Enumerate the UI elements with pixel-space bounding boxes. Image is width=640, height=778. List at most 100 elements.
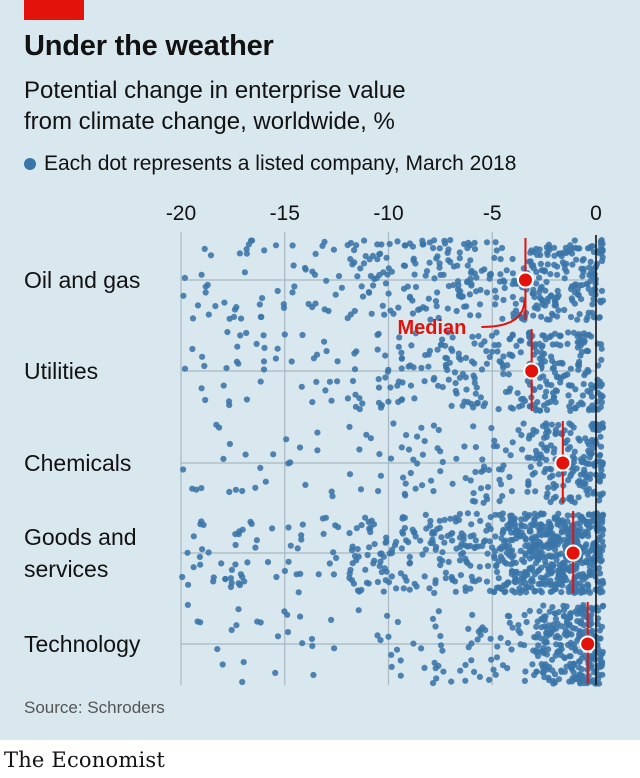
company-dot <box>194 302 202 309</box>
company-dot <box>550 449 557 456</box>
company-dot <box>483 289 491 296</box>
company-dot <box>253 340 260 347</box>
company-dot <box>429 539 436 547</box>
company-dot <box>509 405 516 412</box>
company-dot <box>410 456 417 463</box>
company-dot <box>475 312 482 319</box>
company-dot <box>518 396 525 403</box>
company-dot <box>309 399 316 406</box>
company-dot <box>272 669 279 676</box>
company-dot <box>436 245 443 252</box>
company-dot <box>546 316 553 323</box>
company-dot <box>422 352 429 359</box>
company-dot <box>406 559 414 566</box>
company-dot <box>390 310 397 317</box>
company-dot <box>497 256 504 263</box>
median-marker <box>579 635 597 653</box>
company-dot <box>483 578 491 585</box>
company-dot <box>600 543 607 550</box>
company-dot <box>302 266 309 273</box>
company-dot <box>421 664 428 671</box>
company-dot <box>383 254 390 261</box>
company-dot <box>452 387 459 395</box>
company-dot <box>549 667 556 674</box>
company-dot <box>576 658 583 665</box>
company-dot <box>456 510 463 518</box>
company-dot <box>435 382 442 389</box>
dot-layer <box>179 237 607 687</box>
company-dot <box>547 271 554 278</box>
company-dot <box>444 249 451 256</box>
company-dot <box>295 589 302 596</box>
company-dot <box>374 632 381 639</box>
company-dot <box>518 516 525 523</box>
company-dot <box>439 549 446 556</box>
company-dot <box>353 525 360 532</box>
company-dot <box>544 261 551 268</box>
company-dot <box>597 451 604 459</box>
company-dot <box>334 378 341 385</box>
company-dot <box>297 570 304 577</box>
company-dot <box>296 444 304 451</box>
company-dot <box>492 671 499 678</box>
company-dot <box>582 543 589 550</box>
company-dot <box>574 344 582 351</box>
company-dot <box>582 370 589 377</box>
company-dot <box>420 240 427 247</box>
company-dot <box>532 488 539 495</box>
company-dot <box>549 472 556 479</box>
company-dot <box>571 455 578 462</box>
company-dot <box>540 602 547 609</box>
company-dot <box>520 420 527 427</box>
company-dot <box>499 493 506 500</box>
company-dot <box>468 358 476 365</box>
company-dot <box>600 580 607 587</box>
company-dot <box>469 333 476 340</box>
company-dot <box>469 611 476 618</box>
company-dot <box>597 250 604 257</box>
company-dot <box>243 396 250 403</box>
company-dot <box>281 567 288 575</box>
company-dot <box>542 287 549 294</box>
company-dot <box>504 639 512 647</box>
company-dot <box>346 471 354 478</box>
company-dot <box>596 570 604 577</box>
company-dot <box>552 431 559 438</box>
company-dot <box>576 311 583 318</box>
company-dot <box>600 602 607 609</box>
company-dot <box>562 627 569 634</box>
company-dot <box>479 456 486 463</box>
company-dot <box>456 374 463 381</box>
company-dot <box>596 297 604 304</box>
company-dot <box>585 672 592 679</box>
company-dot <box>385 290 392 297</box>
company-dot <box>256 301 263 308</box>
company-dot <box>180 292 187 299</box>
company-dot <box>323 277 330 284</box>
company-dot <box>419 551 426 558</box>
company-dot <box>190 533 197 540</box>
x-tick-label: -20 <box>166 202 196 225</box>
company-dot <box>463 386 470 393</box>
company-dot <box>269 525 276 532</box>
company-dot <box>563 260 570 267</box>
company-dot <box>412 330 419 337</box>
company-dot <box>371 557 378 564</box>
company-dot <box>509 624 516 631</box>
company-dot <box>567 525 574 532</box>
company-dot <box>557 642 564 649</box>
company-dot <box>584 529 591 537</box>
company-dot <box>223 365 230 372</box>
company-dot <box>445 257 452 264</box>
company-dot <box>411 271 418 278</box>
company-dot <box>526 528 533 535</box>
company-dot <box>371 275 378 283</box>
company-dot <box>598 443 605 450</box>
company-dot <box>590 295 597 303</box>
company-dot <box>433 526 441 533</box>
company-dot <box>331 645 338 652</box>
company-dot <box>280 304 288 311</box>
company-dot <box>220 382 227 389</box>
company-dot <box>599 257 606 265</box>
company-dot <box>456 557 464 564</box>
